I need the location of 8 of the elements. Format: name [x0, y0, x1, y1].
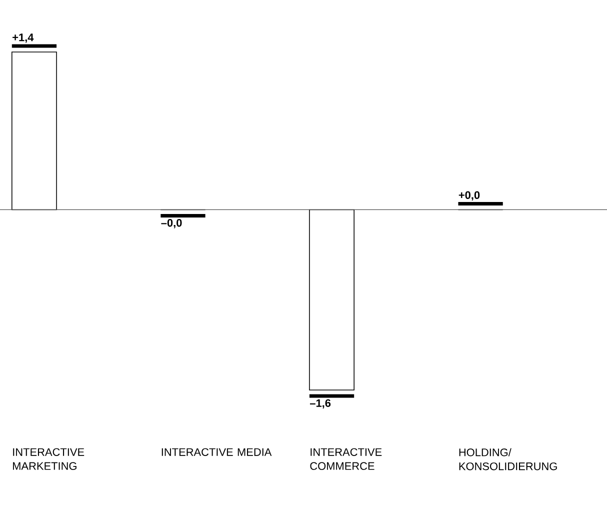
- data-label: +0,0: [458, 191, 480, 201]
- data-label: –0,0: [161, 218, 182, 228]
- x-tick-label: INTERACTIVE MARKETING: [13, 448, 84, 470]
- data-label: –1,6: [310, 399, 331, 409]
- x-tick-label: INTERACTIVE MEDIA: [162, 448, 272, 456]
- x-tick-label: INTERACTIVE COMMERCE: [310, 448, 382, 470]
- x-tick-label: HOLDING/ KONSOLIDIERUNG: [459, 448, 557, 470]
- data-label: +1,4: [12, 34, 34, 43]
